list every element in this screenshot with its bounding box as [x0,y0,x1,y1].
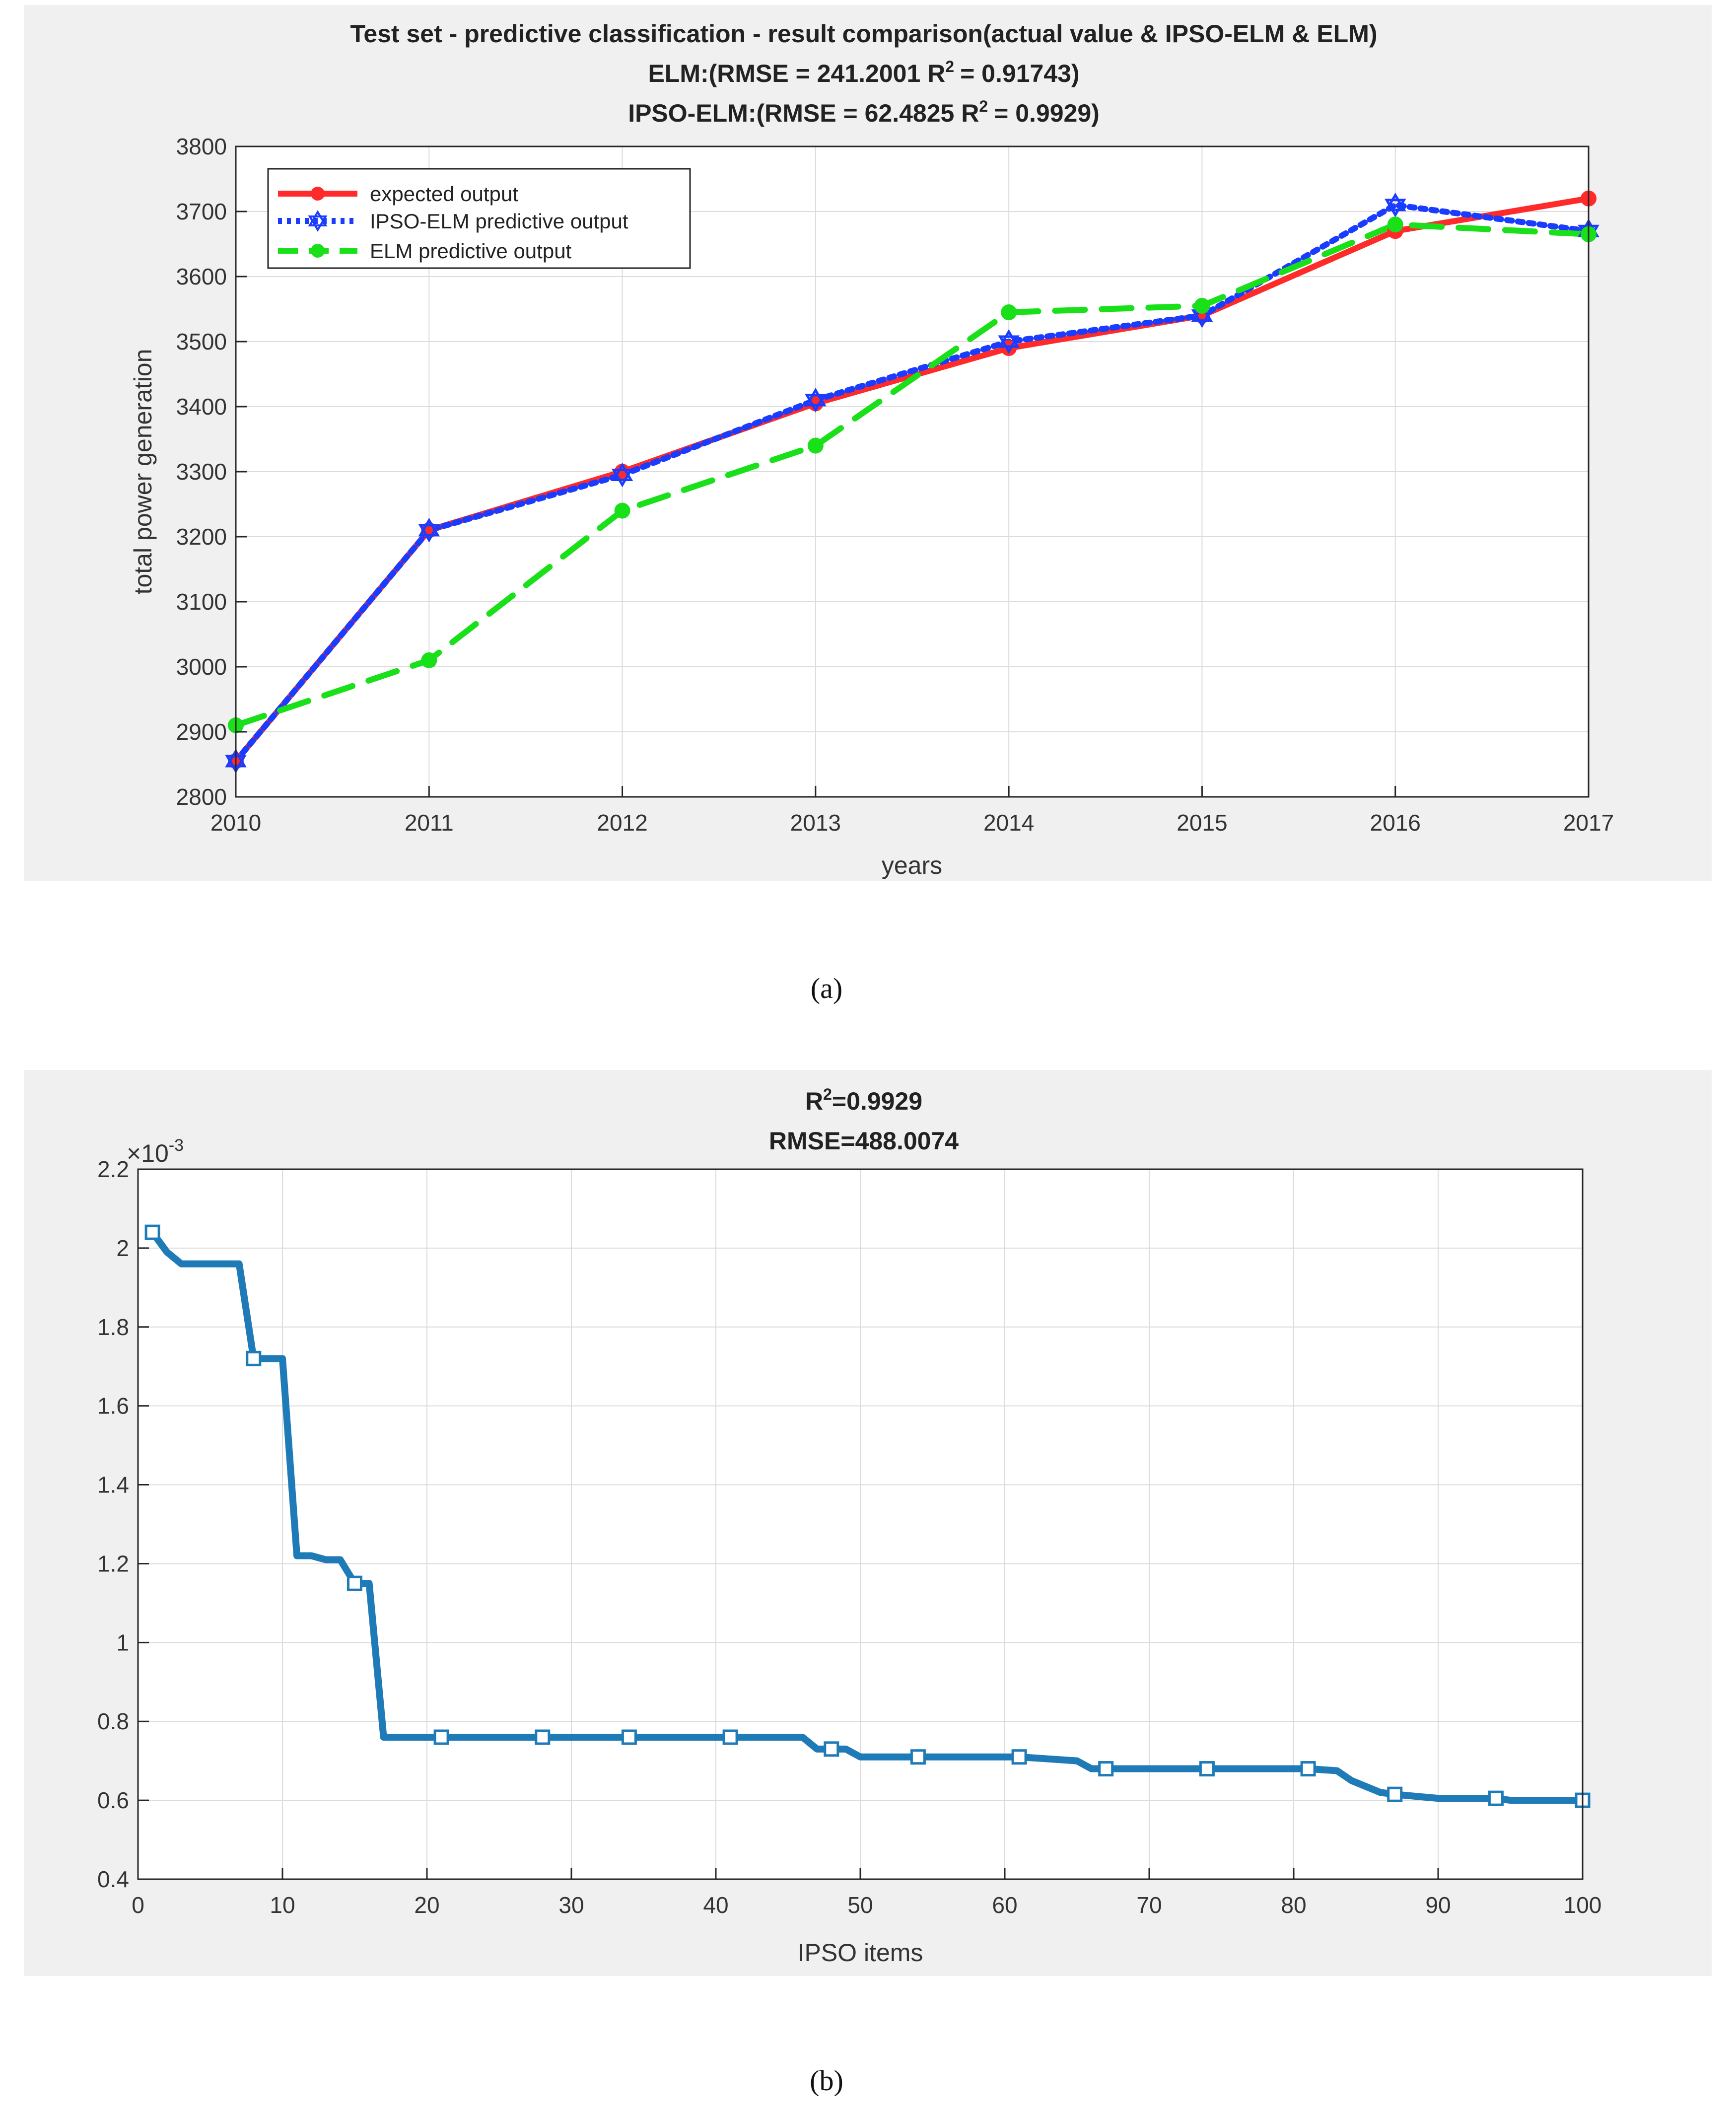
chart-a-y-tick-label: 3400 [176,394,227,420]
chart-b-y-tick-label: 1.6 [97,1393,129,1419]
chart-b-point-4 [535,1729,551,1745]
chart-a-point-s1-6 [1384,192,1406,217]
chart-a-x-tick-label: 2014 [983,810,1034,836]
chart-b-x-tick-label: 80 [1281,1892,1306,1918]
chart-b-y-tick-label: 1.4 [97,1472,129,1498]
chart-a-point-s2-4 [1001,304,1017,321]
chart-b-point-1 [246,1350,262,1366]
chart-a-ticks: 2010 2011 2012 2013 2014 2015 2016 2017 2800 2900… [176,134,1614,836]
chart-b: R2=0.9929 RMSE=488.0074 0 10 20 30 40 50 60 70 8… [24,1070,1712,1976]
chart-b-y-tick-label: 2.2 [97,1156,129,1182]
chart-b-x-tick-label: 50 [847,1892,873,1918]
chart-b-exponent-label: ×10-3 [127,1136,184,1167]
chart-a-series-line-2 [233,221,1592,728]
chart-a-x-tick-label: 2012 [597,810,647,836]
chart-a-point-s2-6 [1387,216,1403,233]
chart-a-point-s1-1 [418,517,440,543]
chart-b-y-tick-label: 2 [116,1235,129,1261]
chart-a-legend: expected output IPSO-ELM predictive outp… [267,168,691,269]
chart-b-point-14 [1488,1790,1504,1806]
chart-b-x-tick-label: 0 [132,1892,144,1918]
chart-a-y-axis-label: total power generation [129,349,157,595]
caption-a: (a) [811,972,842,1004]
chart-b-point-11 [1199,1761,1215,1777]
chart-a-point-s2-3 [807,437,824,454]
chart-b-y-tick-label: 0.8 [97,1708,129,1734]
chart-b-title-line-2: RMSE=488.0074 [769,1127,959,1155]
chart-a-x-tick-label: 2011 [405,810,454,836]
chart-b-x-tick-label: 40 [703,1892,728,1918]
chart-a-x-tick-label: 2015 [1177,810,1227,836]
legend-ipso-marker [308,210,328,232]
chart-b-point-2 [347,1575,362,1591]
chart-b-x-tick-label: 70 [1136,1892,1162,1918]
chart-a-legend-box [267,168,691,269]
caption-b: (b) [810,2064,843,2097]
chart-b-y-tick-label: 1.2 [97,1551,129,1576]
chart-b-point-13 [1387,1786,1403,1802]
chart-a-y-tick-label: 3600 [176,264,227,289]
chart-b-x-axis-label: IPSO items [798,1939,923,1967]
chart-a-point-s1-2 [611,462,633,488]
chart-a-title: Test set - predictive classification - r… [350,20,1377,127]
chart-a-y-tick-label: 3500 [176,329,227,354]
chart-a-title-line-2: ELM:(RMSE = 241.2001 R2 = 0.91743) [648,58,1079,87]
chart-b-point-10 [1098,1761,1114,1777]
chart-b-title-line-1: R2=0.9929 [805,1085,922,1115]
chart-b-point-3 [433,1729,449,1745]
chart-a-point-s2-2 [614,502,630,519]
chart-a-x-axis-label: years [882,851,942,879]
chart-a-point-s2-5 [1194,297,1210,314]
chart-b-y-tick-label: 1.8 [97,1314,129,1340]
chart-a-y-tick-label: 2800 [176,784,227,810]
chart-b-y-tick-label: 0.4 [97,1866,129,1892]
chart-b-point-6 [722,1729,738,1745]
chart-b-point-9 [1011,1749,1027,1765]
chart-b-point-5 [621,1729,637,1745]
chart-b-x-tick-label: 100 [1564,1892,1602,1918]
chart-b-x-tick-label: 60 [992,1892,1017,1918]
chart-b-ticks: 0 10 20 30 40 50 60 70 80 90 100 0.4 0.6 0.8 1 1.2 1.4 1.… [97,1156,1601,1918]
legend-elm-label: ELM predictive output [370,239,572,263]
legend-elm-marker [311,244,325,258]
chart-a-point-s1-3 [805,387,827,413]
chart-a-x-tick-label: 2010 [210,810,261,836]
chart-b-point-0 [144,1224,160,1240]
chart-a-y-tick-label: 3300 [176,459,227,485]
chart-b-x-tick-label: 90 [1425,1892,1451,1918]
chart-b-point-7 [824,1741,839,1757]
chart-b-x-tick-label: 30 [558,1892,584,1918]
chart-b-y-tick-label: 1 [116,1629,129,1655]
chart-a-title-line-1: Test set - predictive classification - r… [350,20,1377,48]
legend-expected-marker [311,187,325,201]
chart-a-y-tick-label: 3100 [176,589,227,615]
chart-a-y-tick-label: 3800 [176,134,227,159]
chart-a-x-tick-label: 2016 [1370,810,1421,836]
chart-a-x-tick-label: 2017 [1563,810,1614,836]
chart-a-title-line-3: IPSO-ELM:(RMSE = 62.4825 R2 = 0.9929) [628,97,1100,127]
legend-expected-label: expected output [370,182,518,206]
chart-a-y-tick-label: 3200 [176,524,227,550]
chart-b-y-tick-label: 0.6 [97,1787,129,1813]
chart-a-x-tick-label: 2013 [790,810,841,836]
chart-b-point-8 [910,1749,926,1765]
chart-a-point-s2-1 [421,652,437,668]
chart-b-title: R2=0.9929 RMSE=488.0074 [769,1085,959,1155]
chart-a-point-s1-4 [998,329,1020,354]
chart-a-y-tick-label: 3000 [176,654,227,680]
chart-a-series [225,190,1599,774]
chart-a-y-tick-label: 2900 [176,719,227,745]
chart-b-x-tick-label: 10 [270,1892,295,1918]
legend-ipso-label: IPSO-ELM predictive output [370,210,628,233]
chart-a: Test set - predictive classification - r… [24,5,1712,881]
chart-a-y-tick-label: 3700 [176,199,227,224]
chart-b-x-tick-label: 20 [414,1892,439,1918]
chart-a-series-line-1 [233,202,1592,764]
chart-b-point-12 [1300,1761,1316,1777]
